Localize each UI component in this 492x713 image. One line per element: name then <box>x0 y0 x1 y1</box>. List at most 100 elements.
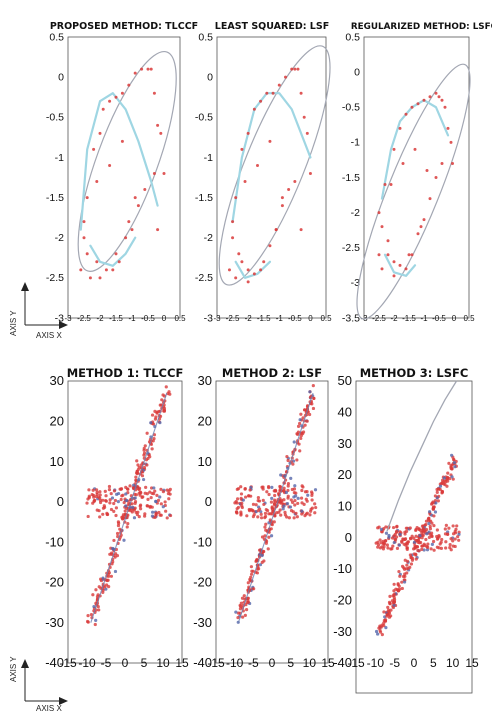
panel-5-point <box>393 538 398 542</box>
panel-3-point <box>116 534 120 539</box>
panel-5-ytick: 30 <box>338 436 352 451</box>
panel-5-point <box>447 461 451 465</box>
panel-1-ytick: -2 <box>204 232 213 244</box>
panel-5-point <box>414 534 418 538</box>
panel-4-point <box>305 419 309 423</box>
panel-5-point <box>449 537 453 541</box>
panel-5-point <box>445 477 449 481</box>
panel-0-cyan-curve <box>89 236 137 267</box>
panel-5-point <box>391 544 395 548</box>
panel-4-point <box>236 615 240 620</box>
panel-3-point <box>101 498 105 502</box>
panel-0-xtick: -1 <box>128 314 136 323</box>
panel-0-point <box>117 260 121 264</box>
panel-3-point <box>122 538 126 542</box>
panel-4-point <box>239 485 243 489</box>
panel-4-point <box>281 507 285 511</box>
panel-3-point <box>145 463 149 467</box>
panel-4-point <box>304 512 308 516</box>
panel-5-point <box>430 542 434 546</box>
panel-1-point <box>305 131 309 135</box>
panel-3-point <box>91 593 95 597</box>
panel-0-ytick: 0.5 <box>49 31 64 43</box>
panel-4-point <box>289 498 293 502</box>
panel-3-point <box>134 493 138 497</box>
panel-1-point <box>234 276 238 280</box>
panel-3-point <box>165 488 169 492</box>
panel-0-point <box>130 228 134 232</box>
panel-0-point <box>114 252 118 256</box>
panel-5-point <box>374 629 379 634</box>
panel-3-point <box>110 496 115 500</box>
panel-5-point <box>440 537 444 542</box>
panel-4-point <box>249 565 254 569</box>
panel-3-point <box>108 501 112 505</box>
panel-4-point <box>294 511 298 515</box>
panel-0-point <box>146 67 150 71</box>
panel-4-point <box>304 497 308 501</box>
panel-5-point <box>392 582 396 586</box>
panel-1-point <box>227 268 231 272</box>
panel-5-point <box>400 540 404 544</box>
panel-2-point <box>440 98 444 102</box>
panel-4-point <box>249 494 253 498</box>
panel-3-point <box>113 498 118 503</box>
panel-2-ytick: -1 <box>351 137 360 149</box>
panel-4-point <box>282 486 286 490</box>
panel-3-point <box>128 484 132 488</box>
panel-3-point <box>137 488 141 492</box>
panel-5-xtick: -10 <box>367 656 385 670</box>
panel-3-point <box>168 492 172 496</box>
panel-4-xtick: -15 <box>207 656 225 670</box>
panel-4-point <box>278 508 282 512</box>
panel-4-point <box>301 416 305 420</box>
panel-5-point <box>416 538 420 542</box>
panel-1-point <box>243 180 247 184</box>
panel-3-point <box>99 577 103 581</box>
panel-4-point <box>279 498 284 502</box>
panel-5-point <box>425 544 429 549</box>
panel-4-point <box>303 490 308 494</box>
panel-1-point <box>240 260 244 264</box>
panel-4-point <box>240 501 244 505</box>
panel-5-point <box>421 533 425 537</box>
panel-5-xtick: -15 <box>347 656 365 670</box>
panel-4-point <box>235 497 240 501</box>
panel-3-point <box>109 574 114 578</box>
panel-5-ytick: -40 <box>333 655 352 670</box>
panel-3-point <box>91 501 95 505</box>
panel-4-point <box>285 501 290 506</box>
panel-5-point <box>448 476 452 481</box>
panel-4-point <box>295 515 299 519</box>
panel-5-point <box>435 490 439 494</box>
panel-1-point <box>234 196 238 200</box>
corner-axes-bottom-ylabel: AXIS Y <box>9 656 18 682</box>
panel-1-point <box>255 163 259 167</box>
panel-0-point <box>101 107 105 111</box>
panel-5-point <box>380 633 384 637</box>
panel-4-point <box>292 487 297 491</box>
panel-4-point <box>270 496 274 500</box>
panel-4-point <box>279 513 283 517</box>
panel-5-xtick: 0 <box>411 656 418 670</box>
panel-0-point <box>149 67 153 71</box>
panel-3-point <box>109 551 114 555</box>
panel-5-point <box>444 546 448 550</box>
panel-1-cyan-curve <box>231 92 312 223</box>
panel-0-ytick: -0.5 <box>46 112 64 124</box>
panel-1-point <box>293 180 297 184</box>
panel-4-point <box>300 488 304 493</box>
panel-1-point <box>280 196 284 200</box>
panel-4-point <box>261 487 265 491</box>
panel-4-point <box>314 505 318 510</box>
panel-4-point <box>285 454 289 459</box>
corner-axes-top-xlabel: AXIS X <box>36 331 62 340</box>
panel-5-point <box>387 535 391 539</box>
panel-5-point <box>452 461 456 465</box>
panel-4-point <box>291 462 295 466</box>
panel-3-xtick: -10 <box>78 656 96 670</box>
panel-5-point <box>432 514 436 518</box>
panel-2-xtick: -1.5 <box>402 314 416 323</box>
panel-5-ytick: 50 <box>338 373 352 388</box>
panel-3-xtick: 15 <box>175 656 189 670</box>
